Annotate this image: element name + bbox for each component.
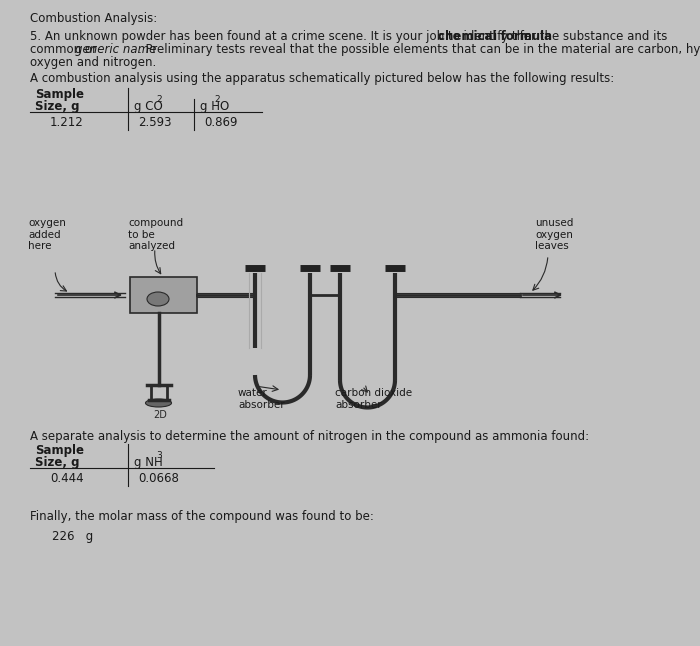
Text: 2D: 2D — [153, 410, 167, 420]
Ellipse shape — [147, 292, 169, 306]
Text: Combustion Analysis:: Combustion Analysis: — [30, 12, 158, 25]
Text: 226   g: 226 g — [52, 530, 93, 543]
Text: Size, g: Size, g — [35, 100, 80, 113]
Text: Finally, the molar mass of the compound was found to be:: Finally, the molar mass of the compound … — [30, 510, 374, 523]
Text: for the substance and its: for the substance and its — [516, 30, 667, 43]
Ellipse shape — [146, 399, 172, 407]
Text: 0.444: 0.444 — [50, 472, 83, 485]
FancyBboxPatch shape — [130, 277, 197, 313]
Text: common or: common or — [30, 43, 101, 56]
Text: oxygen
added
here: oxygen added here — [28, 218, 66, 251]
Text: generic name: generic name — [75, 43, 156, 56]
Text: g CO: g CO — [134, 100, 162, 113]
Text: unused
oxygen
leaves: unused oxygen leaves — [535, 218, 573, 251]
Text: Size, g: Size, g — [35, 456, 80, 469]
Text: chemical formula: chemical formula — [438, 30, 552, 43]
Text: O: O — [219, 100, 228, 113]
Text: g NH: g NH — [134, 456, 162, 469]
Text: g H: g H — [200, 100, 220, 113]
Text: oxygen and nitrogen.: oxygen and nitrogen. — [30, 56, 156, 69]
Text: 5. An unknown powder has been found at a crime scene. It is your job to identify: 5. An unknown powder has been found at a… — [30, 30, 535, 43]
Text: carbon dioxide
absorber: carbon dioxide absorber — [335, 388, 412, 410]
Text: Sample: Sample — [35, 88, 84, 101]
Text: . Preliminary tests reveal that the possible elements that can be in the materia: . Preliminary tests reveal that the poss… — [138, 43, 700, 56]
Text: water
absorber: water absorber — [238, 388, 285, 410]
Text: compound
to be
analyzed: compound to be analyzed — [128, 218, 183, 251]
Text: 1.212: 1.212 — [50, 116, 84, 129]
Text: A separate analysis to determine the amount of nitrogen in the compound as ammon: A separate analysis to determine the amo… — [30, 430, 589, 443]
Text: 2: 2 — [156, 95, 162, 104]
Text: A combustion analysis using the apparatus schematically pictured below has the f: A combustion analysis using the apparatu… — [30, 72, 615, 85]
Text: 2: 2 — [214, 95, 220, 104]
Text: 3: 3 — [156, 451, 162, 460]
Text: 0.869: 0.869 — [204, 116, 237, 129]
Text: 2.593: 2.593 — [138, 116, 172, 129]
Text: 0.0668: 0.0668 — [138, 472, 179, 485]
Text: Sample: Sample — [35, 444, 84, 457]
